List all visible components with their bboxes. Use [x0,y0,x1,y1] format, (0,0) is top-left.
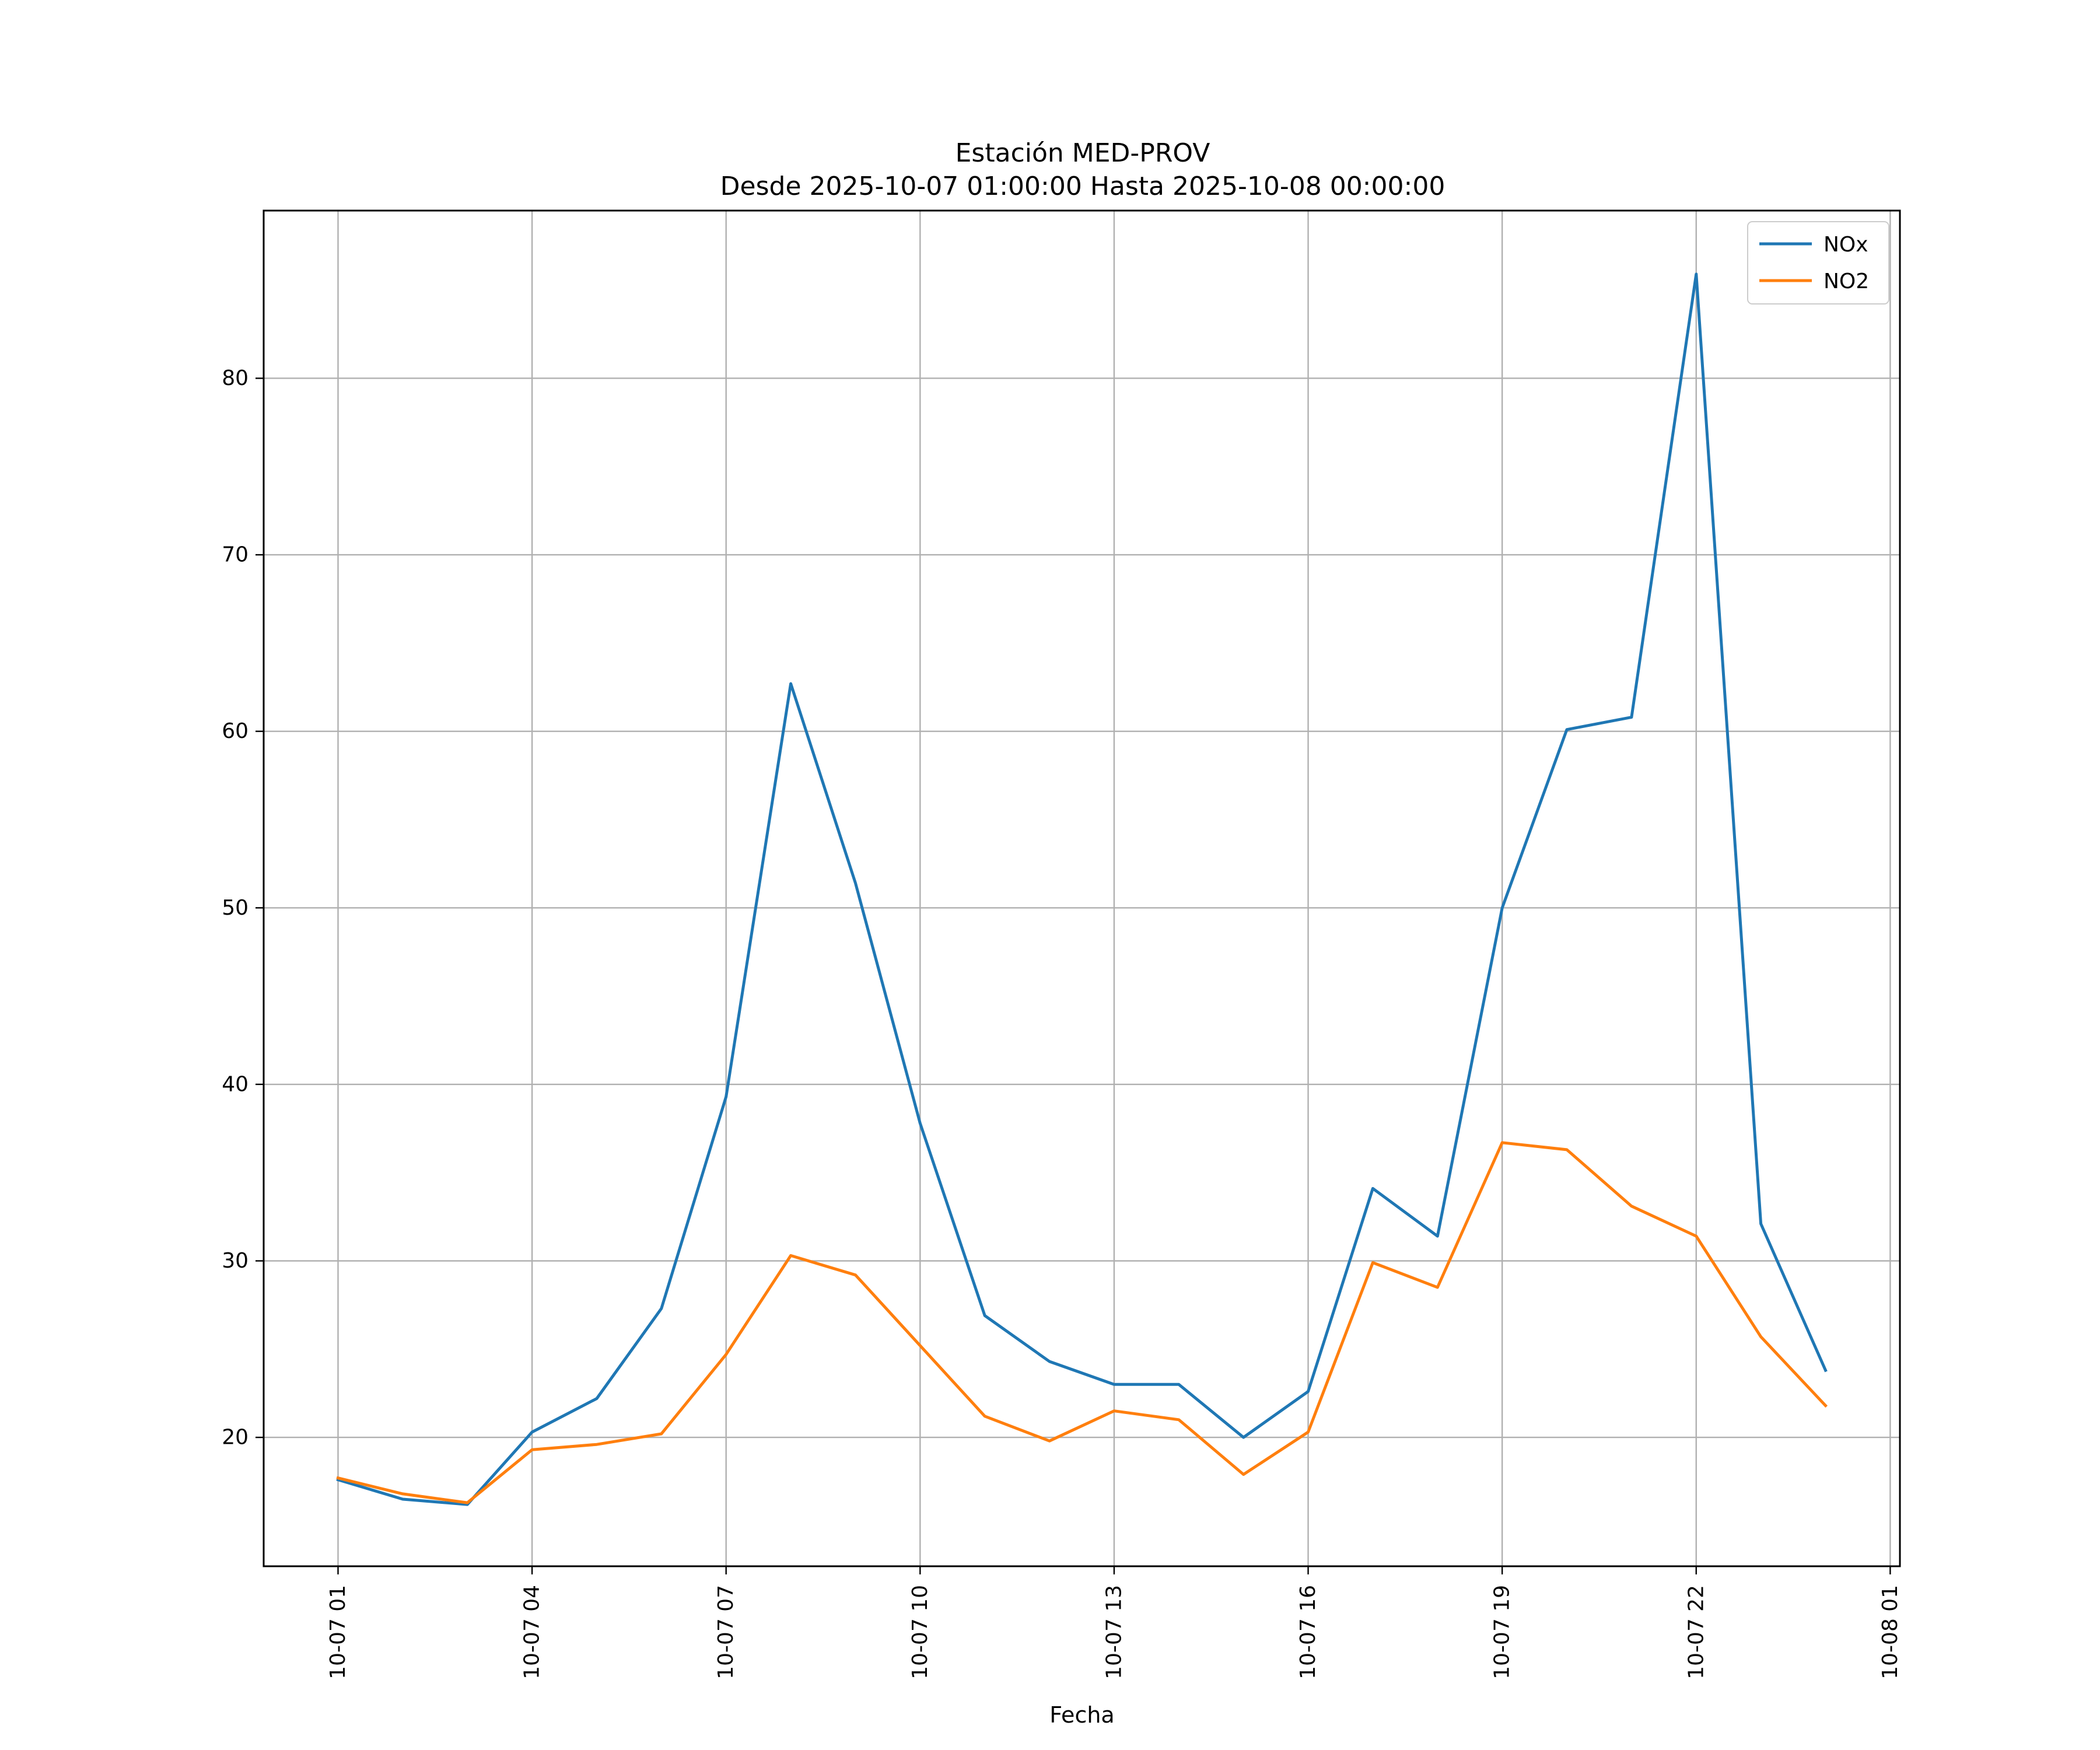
x-tick-label: 10-07 22 [1684,1585,1708,1679]
y-axis-ticks: 20 30 40 50 60 70 80 [222,366,264,1450]
x-tick-label: 10-07 16 [1296,1585,1320,1679]
y-tick-label: 30 [222,1249,249,1273]
chart-title-line1: Estación MED-PROV [956,138,1210,168]
y-tick-label: 80 [222,366,249,390]
legend: NOx NO2 [1747,221,1889,304]
legend-label-no2: NO2 [1824,270,1869,293]
x-axis-label: Fecha [1049,1702,1114,1728]
x-tick-label: 10-07 04 [520,1585,544,1679]
x-tick-label: 10-07 13 [1102,1585,1126,1679]
series-line-nox [336,272,1828,1506]
y-tick-label: 70 [222,543,249,567]
x-tick-label: 10-08 01 [1878,1585,1902,1679]
x-axis-ticks: 10-07 01 10-07 04 10-07 07 10-07 10 10-07 13… [326,1566,1902,1679]
chart-title-line2: Desde 2025-10-07 01:00:00 Hasta 2025-10-… [720,172,1446,201]
x-tick-label: 10-07 10 [908,1585,932,1679]
y-tick-label: 50 [222,896,249,920]
x-tick-label: 10-07 19 [1490,1585,1514,1679]
series-line-no2 [336,1141,1828,1504]
x-tick-label: 10-07 07 [714,1585,738,1679]
y-tick-label: 60 [222,719,249,743]
legend-frame [1747,221,1889,304]
series-lines [336,272,1828,1506]
y-tick-label: 40 [222,1072,249,1096]
grid-lines [264,211,1900,1566]
y-tick-label: 20 [222,1426,249,1450]
legend-label-nox: NOx [1824,233,1868,257]
plot-frame [262,209,1901,1567]
x-tick-label: 10-07 01 [326,1585,350,1679]
